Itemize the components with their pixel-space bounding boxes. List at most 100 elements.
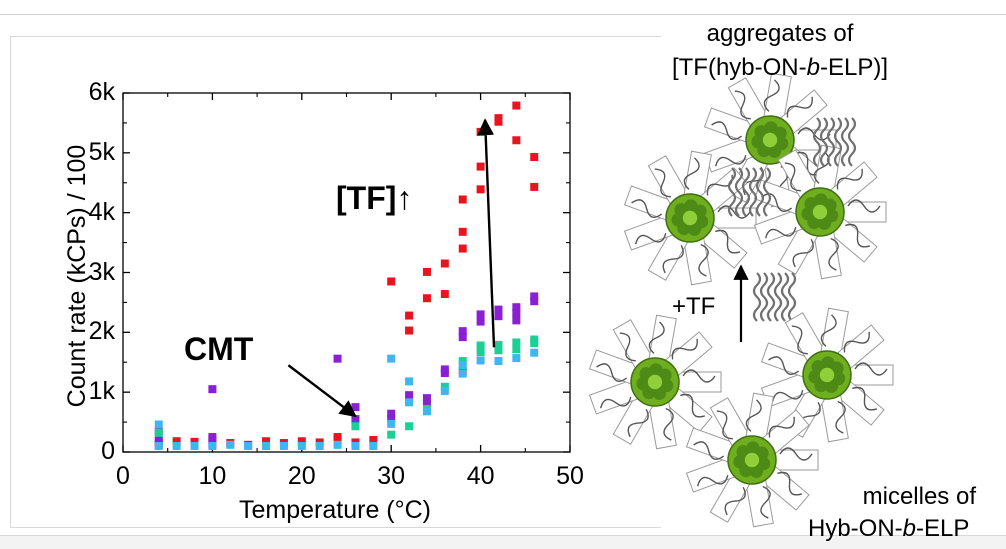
micelle-texture [830, 361, 844, 375]
micelle-2 [760, 307, 894, 443]
data-point-series-4 [333, 440, 342, 449]
data-point-series-3 [405, 422, 414, 431]
protein-helix [787, 272, 797, 322]
data-point-series-1 [262, 437, 271, 446]
data-point-series-4 [387, 354, 396, 363]
data-point-series-2 [494, 305, 503, 314]
y-tick-label: 6k [88, 78, 115, 106]
micelle-texture [658, 368, 672, 382]
dna-helix [768, 416, 795, 438]
data-point-series-1 [297, 437, 306, 446]
protein-helix [819, 117, 829, 167]
micelles-label-line1: micelles of [862, 483, 976, 510]
dna-helix [716, 410, 733, 440]
data-point-series-2 [154, 436, 163, 445]
data-point-series-4 [315, 442, 324, 451]
micelle-3 [685, 392, 819, 528]
dna-helix [777, 471, 803, 496]
data-point-series-1 [476, 185, 485, 194]
dna-helix [648, 321, 665, 354]
dna-helix [843, 331, 870, 353]
data-point-series-1 [530, 153, 539, 162]
tf-protein-free [752, 272, 797, 322]
data-point-series-1 [530, 182, 539, 191]
dna-helix [715, 229, 741, 254]
data-point-series-1 [440, 290, 449, 299]
protein-helix [755, 167, 765, 217]
aggregates-label-line2: [TF(hyb-ON-b-ELP)] [635, 53, 925, 83]
window-bottom-strip [0, 535, 1006, 549]
protein-helix [773, 272, 783, 322]
data-point-series-4 [405, 377, 414, 386]
cmt-annotation: CMT [184, 331, 254, 367]
data-point-series-1 [458, 244, 467, 253]
dna-helix [760, 485, 771, 519]
dna-helix [714, 155, 747, 167]
protein-helix [741, 167, 751, 217]
protein-helix [762, 167, 772, 217]
x-tick-label: 30 [377, 462, 406, 490]
y-tick-label: 2k [88, 317, 115, 346]
dna-helix [596, 363, 628, 382]
data-point-series-4 [154, 420, 163, 429]
x-axis-label: Temperature (°C) [239, 496, 431, 524]
aggregate-micelle-2 [623, 150, 757, 286]
dna-helix [663, 407, 674, 441]
data-point-series-4 [476, 356, 485, 365]
x-tick-label: 10 [198, 462, 227, 490]
data-point-series-1 [422, 267, 431, 276]
protein-helix [748, 167, 758, 217]
dna-helix [724, 486, 746, 516]
data-point-series-1 [369, 436, 378, 445]
data-point-series-1 [476, 127, 485, 136]
data-point-series-2 [387, 409, 396, 418]
data-point-series-2 [387, 414, 396, 423]
data-point-series-4 [387, 419, 396, 428]
tf-protein-aggregate-1 [812, 117, 857, 167]
y-tick-label: 1k [88, 377, 115, 406]
tf-protein-aggregate-2 [727, 167, 772, 217]
y-tick-label: 3k [88, 257, 115, 286]
dna-helix [854, 362, 888, 376]
protein-helix [812, 117, 822, 167]
micelle-texture [749, 464, 764, 478]
dna-helix [852, 386, 878, 411]
dna-helix [711, 121, 743, 140]
dna-helix [792, 238, 814, 268]
data-point-series-1 [512, 101, 521, 110]
dna-helix [784, 162, 801, 192]
dna-helix [795, 151, 821, 176]
data-point-series-2 [476, 317, 485, 326]
data-point-series-4 [226, 440, 235, 449]
dna-helix [845, 223, 871, 248]
data-point-series-2 [458, 333, 467, 342]
dna-helix [764, 227, 797, 239]
data-point-series-4 [422, 407, 431, 416]
dna-helix [717, 205, 751, 219]
x-tick-label: 50 [556, 462, 584, 490]
x-tick-label: 20 [287, 462, 316, 490]
micelle-texture [687, 222, 702, 236]
protein-helix [759, 272, 769, 322]
protein-helix [833, 117, 843, 167]
dna-helix [683, 157, 700, 190]
data-point-series-2 [440, 365, 449, 374]
data-point-series-1 [458, 195, 467, 204]
aggregate-micelle-3 [753, 144, 887, 280]
data-point-series-3 [476, 348, 485, 357]
data-point-series-2 [208, 385, 217, 394]
data-point-series-2 [512, 303, 521, 312]
dna-helix [599, 397, 632, 409]
data-point-series-4 [369, 442, 378, 451]
dna-helix [734, 90, 751, 120]
data-point-series-4 [458, 361, 467, 370]
protein-helix [840, 117, 850, 167]
data-point-series-3 [494, 346, 503, 355]
data-point-series-3 [494, 340, 503, 349]
micelle-texture [823, 198, 837, 212]
dna-helix [698, 243, 709, 277]
data-point-series-1 [405, 326, 414, 335]
micelle-center [744, 452, 760, 468]
data-point-series-3 [458, 357, 467, 366]
